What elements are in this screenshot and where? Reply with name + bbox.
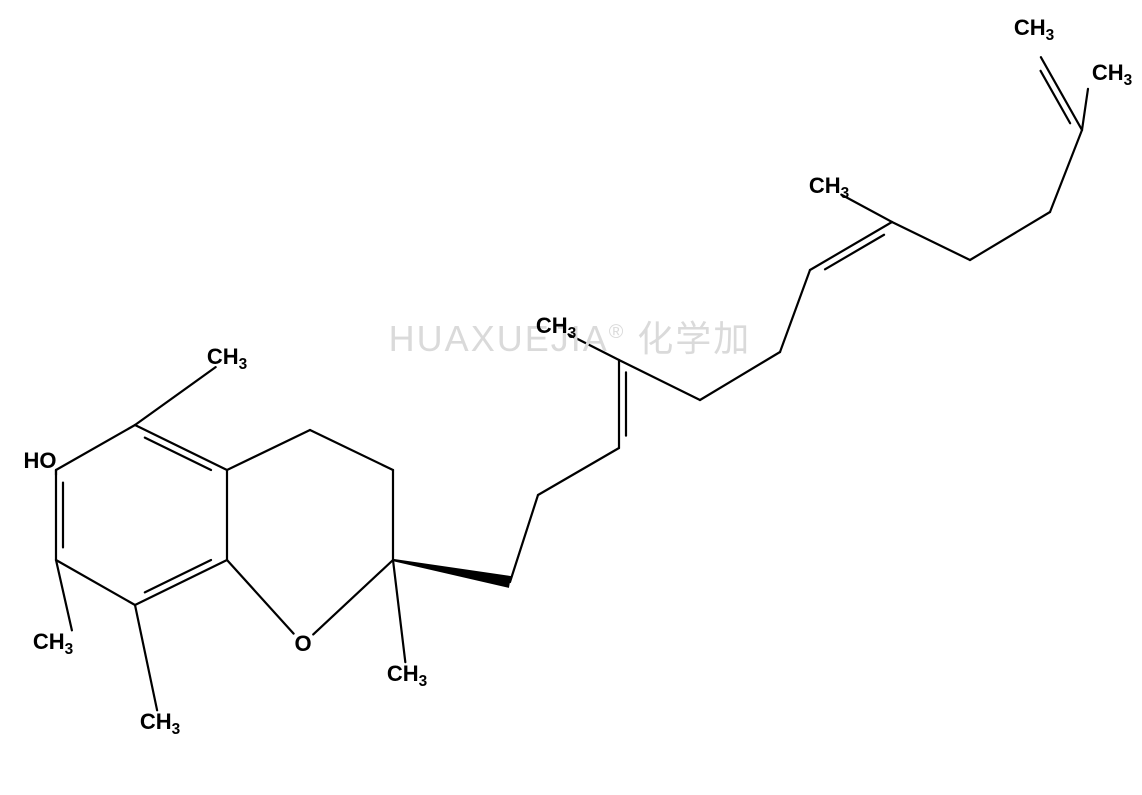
atom-label-CH3f: CH3 [809,173,849,203]
atom-label-HO: HO [24,448,57,474]
atom-label-CH3e: CH3 [536,313,576,343]
atom-label-CH3h: CH3 [1092,60,1132,90]
atom-label-CH3g: CH3 [1014,15,1054,45]
watermark-reg: ® [609,321,626,343]
atom-label-CH3a: CH3 [207,344,247,374]
structure-svg [0,0,1142,795]
atom-label-CH3c: CH3 [140,709,180,739]
watermark-part-2: 化学加 [625,318,751,359]
atom-label-CH3b: CH3 [33,629,73,659]
atom-label-CH3d: CH3 [387,661,427,691]
atom-label-O: O [294,631,311,657]
